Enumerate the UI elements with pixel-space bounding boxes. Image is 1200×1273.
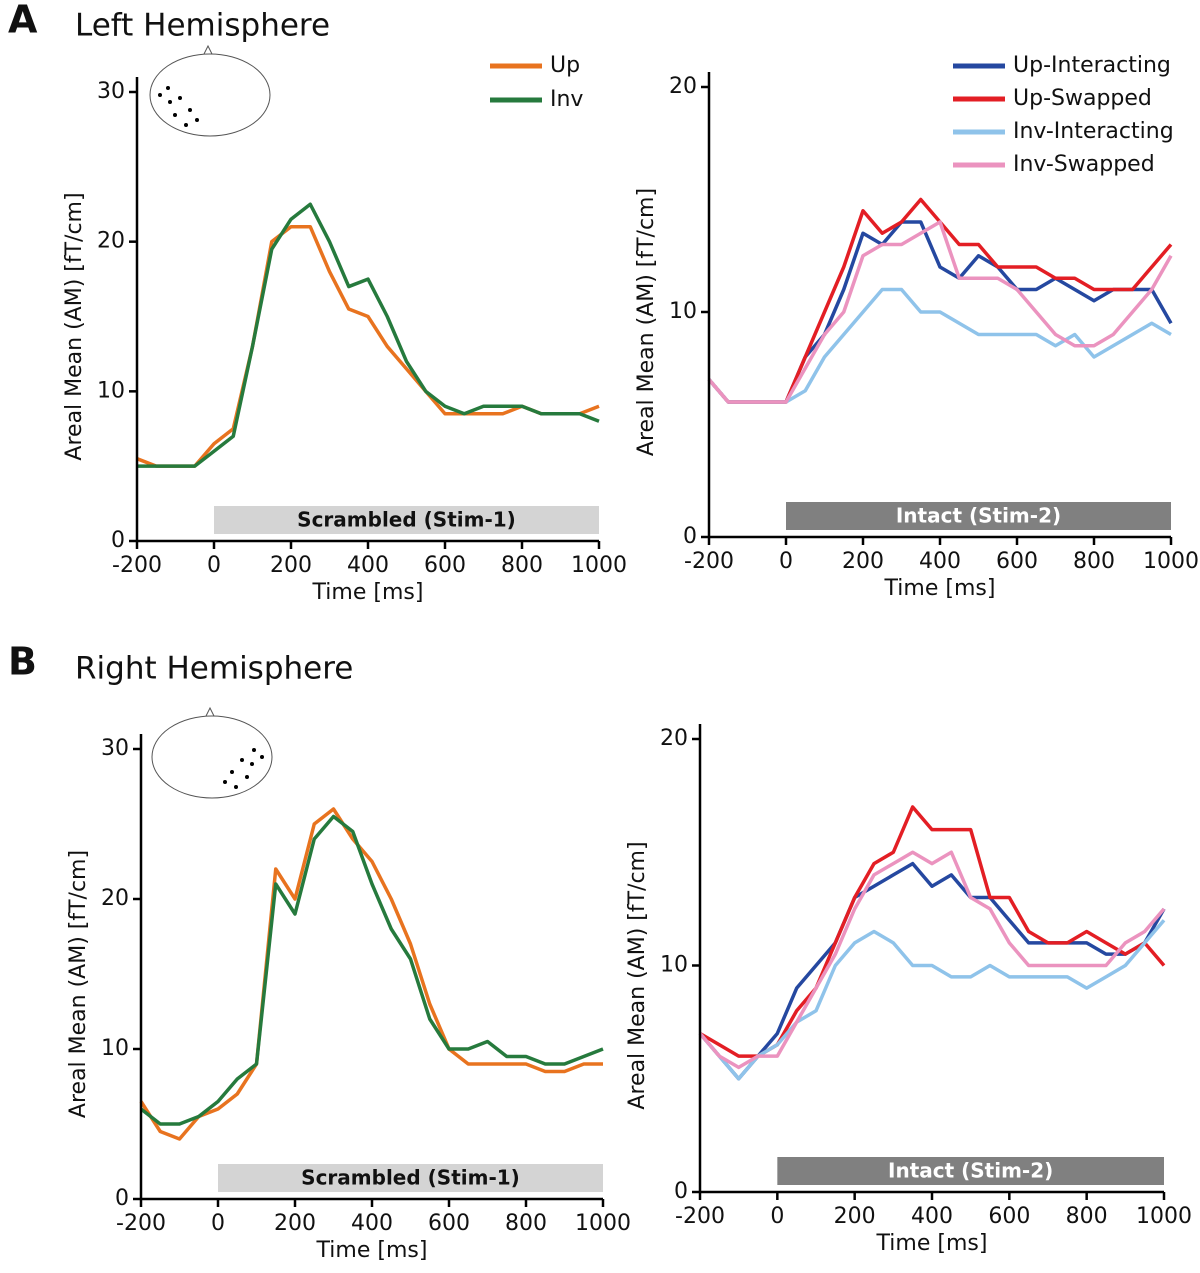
y-axis-label: Areal Mean (AM) [fT/cm] xyxy=(62,192,87,460)
x-tick-label: 400 xyxy=(919,549,961,574)
stimulus-band xyxy=(214,506,599,534)
panel-title: Right Hemisphere xyxy=(75,651,353,687)
stimulus-band xyxy=(786,502,1171,530)
y-tick-label: 10 xyxy=(669,299,697,324)
x-tick-label: 400 xyxy=(911,1204,953,1229)
x-tick-label: -200 xyxy=(675,1204,725,1229)
y-tick-label: 10 xyxy=(97,378,125,403)
x-axis-label: Time [ms] xyxy=(876,1231,988,1256)
stimulus-band xyxy=(218,1164,603,1192)
data-line xyxy=(707,287,1172,404)
y-tick-label: 10 xyxy=(101,1036,129,1061)
sensor-dots xyxy=(158,86,264,789)
panel-title: Left Hemisphere xyxy=(75,8,330,44)
band-label: Scrambled (Stim-1) xyxy=(297,508,516,532)
x-tick-label: 600 xyxy=(996,549,1038,574)
stimulus-band xyxy=(777,1157,1164,1185)
x-tick-label: 400 xyxy=(347,553,389,578)
legend-label: Up-Interacting xyxy=(1013,53,1171,78)
x-tick-label: 600 xyxy=(428,1211,470,1236)
x-tick-label: 600 xyxy=(988,1204,1030,1229)
x-tick-label: 1000 xyxy=(571,553,627,578)
x-tick-label: 0 xyxy=(211,1211,225,1236)
x-axis-label: Time [ms] xyxy=(312,580,424,605)
y-tick-label: 0 xyxy=(683,524,697,549)
panel-label: B xyxy=(8,640,37,684)
y-tick-label: 20 xyxy=(669,74,697,99)
x-tick-label: 0 xyxy=(779,549,793,574)
y-tick-label: 0 xyxy=(115,1186,129,1211)
x-tick-label: -200 xyxy=(684,549,734,574)
x-tick-label: 1000 xyxy=(1143,549,1199,574)
panel-label: A xyxy=(8,0,38,42)
y-tick-label: 10 xyxy=(660,953,688,978)
y-axis-label: Areal Mean (AM) [fT/cm] xyxy=(66,850,91,1118)
x-tick-label: 200 xyxy=(834,1204,876,1229)
legend-label: Inv xyxy=(550,87,583,112)
y-tick-label: 30 xyxy=(101,736,129,761)
y-tick-label: 0 xyxy=(674,1179,688,1204)
y-axis-label: Areal Mean (AM) [fT/cm] xyxy=(634,188,659,456)
x-tick-label: 1000 xyxy=(575,1211,631,1236)
y-tick-label: 20 xyxy=(660,726,688,751)
x-tick-label: 0 xyxy=(770,1204,784,1229)
x-tick-label: 200 xyxy=(842,549,884,574)
data-line xyxy=(698,850,1166,1070)
data-line xyxy=(698,919,1166,1081)
legend-label: Inv-Swapped xyxy=(1013,152,1155,177)
x-tick-label: 200 xyxy=(274,1211,316,1236)
sensor-map xyxy=(149,44,273,799)
y-tick-label: 20 xyxy=(97,229,125,254)
x-tick-label: 800 xyxy=(501,553,543,578)
x-tick-label: 800 xyxy=(1066,1204,1108,1229)
x-tick-label: 400 xyxy=(351,1211,393,1236)
x-tick-label: 200 xyxy=(270,553,312,578)
band-label: Scrambled (Stim-1) xyxy=(301,1166,520,1190)
x-tick-label: -200 xyxy=(116,1211,166,1236)
legend-label: Up-Swapped xyxy=(1013,86,1152,111)
data-line xyxy=(698,861,1166,1081)
x-tick-label: 0 xyxy=(207,553,221,578)
y-tick-label: 0 xyxy=(111,528,125,553)
data-line xyxy=(139,807,603,1141)
y-tick-label: 30 xyxy=(97,79,125,104)
band-label: Intact (Stim-2) xyxy=(888,1159,1053,1183)
x-tick-label: -200 xyxy=(112,553,162,578)
x-tick-label: 800 xyxy=(1073,549,1115,574)
x-tick-label: 800 xyxy=(505,1211,547,1236)
data-line xyxy=(137,202,600,468)
x-tick-label: 1000 xyxy=(1136,1204,1192,1229)
band-label: Intact (Stim-2) xyxy=(896,504,1061,528)
data-line xyxy=(136,224,600,468)
data-line xyxy=(707,197,1173,404)
data-line xyxy=(707,220,1173,404)
y-tick-label: 20 xyxy=(101,886,129,911)
x-axis-label: Time [ms] xyxy=(884,576,996,601)
data-line xyxy=(139,814,604,1126)
data-line xyxy=(699,805,1166,1058)
y-axis-label: Areal Mean (AM) [fT/cm] xyxy=(625,841,650,1109)
x-tick-label: 600 xyxy=(424,553,466,578)
legend-label: Inv-Interacting xyxy=(1013,119,1174,144)
x-axis-label: Time [ms] xyxy=(316,1238,428,1263)
legend-label: Up xyxy=(550,53,580,78)
